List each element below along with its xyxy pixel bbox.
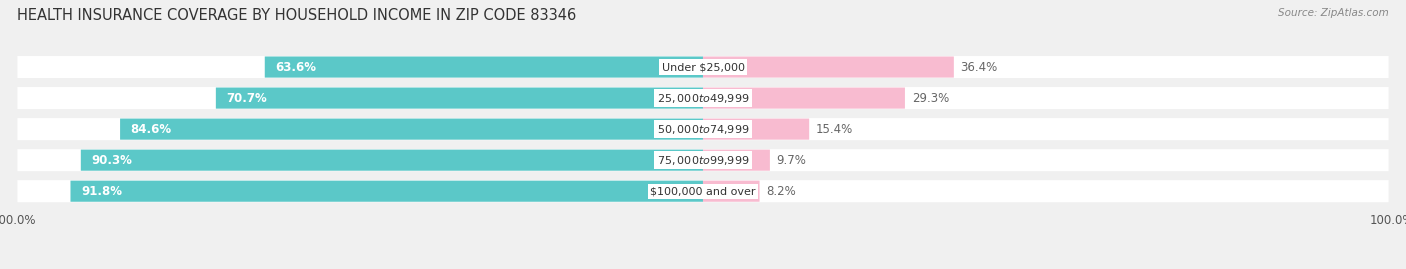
Text: Source: ZipAtlas.com: Source: ZipAtlas.com xyxy=(1278,8,1389,18)
FancyBboxPatch shape xyxy=(217,87,703,109)
FancyBboxPatch shape xyxy=(17,180,1389,202)
Text: HEALTH INSURANCE COVERAGE BY HOUSEHOLD INCOME IN ZIP CODE 83346: HEALTH INSURANCE COVERAGE BY HOUSEHOLD I… xyxy=(17,8,576,23)
Text: $25,000 to $49,999: $25,000 to $49,999 xyxy=(657,91,749,105)
FancyBboxPatch shape xyxy=(17,149,1389,171)
FancyBboxPatch shape xyxy=(17,56,1389,78)
FancyBboxPatch shape xyxy=(17,118,1389,140)
Text: 90.3%: 90.3% xyxy=(91,154,132,167)
FancyBboxPatch shape xyxy=(703,56,953,77)
FancyBboxPatch shape xyxy=(703,150,770,171)
Text: $50,000 to $74,999: $50,000 to $74,999 xyxy=(657,123,749,136)
Text: 84.6%: 84.6% xyxy=(131,123,172,136)
Text: Under $25,000: Under $25,000 xyxy=(661,62,745,72)
Text: 9.7%: 9.7% xyxy=(776,154,807,167)
FancyBboxPatch shape xyxy=(264,56,703,77)
FancyBboxPatch shape xyxy=(17,87,1389,109)
FancyBboxPatch shape xyxy=(70,181,703,202)
Text: $75,000 to $99,999: $75,000 to $99,999 xyxy=(657,154,749,167)
Text: 63.6%: 63.6% xyxy=(276,61,316,73)
Text: 36.4%: 36.4% xyxy=(960,61,998,73)
FancyBboxPatch shape xyxy=(80,150,703,171)
FancyBboxPatch shape xyxy=(703,119,810,140)
Text: 70.7%: 70.7% xyxy=(226,91,267,105)
Text: 91.8%: 91.8% xyxy=(82,185,122,198)
Text: 29.3%: 29.3% xyxy=(911,91,949,105)
Text: $100,000 and over: $100,000 and over xyxy=(650,186,756,196)
Text: 8.2%: 8.2% xyxy=(766,185,796,198)
FancyBboxPatch shape xyxy=(703,181,759,202)
FancyBboxPatch shape xyxy=(120,119,703,140)
FancyBboxPatch shape xyxy=(703,87,905,109)
Text: 15.4%: 15.4% xyxy=(815,123,853,136)
